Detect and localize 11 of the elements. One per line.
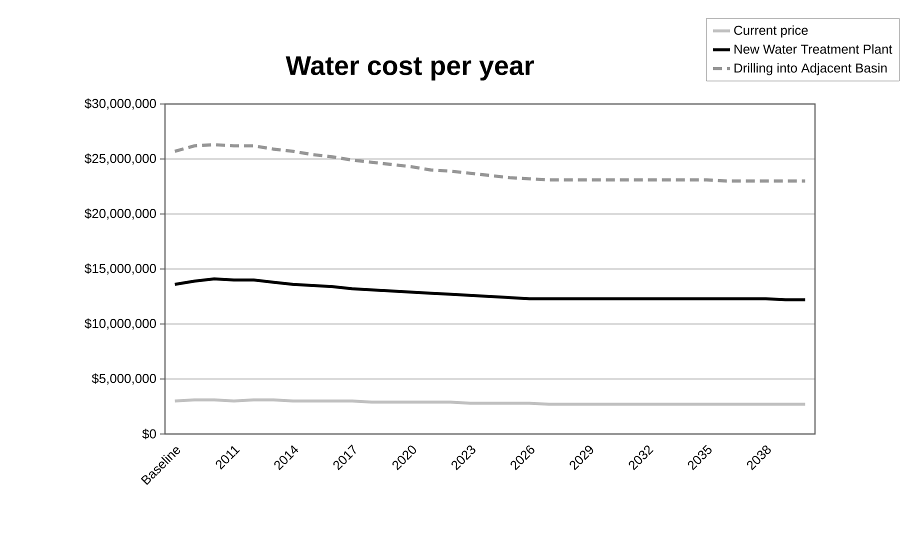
y-tick-label: $5,000,000 (92, 373, 156, 385)
y-tick-label: $25,000,000 (84, 153, 156, 165)
legend-label: New Water Treatment Plant (734, 44, 892, 54)
chart-title: Water cost per year (286, 56, 534, 80)
y-tick-label: $0 (142, 428, 156, 440)
y-tick-label: $15,000,000 (84, 263, 156, 275)
y-tick-label: $10,000,000 (84, 318, 156, 330)
y-tick-label: $20,000,000 (84, 208, 156, 220)
legend-label: Current price (734, 25, 808, 38)
legend-label: Drilling into Adjacent Basin (734, 63, 887, 76)
y-tick-label: $30,000,000 (84, 98, 156, 110)
